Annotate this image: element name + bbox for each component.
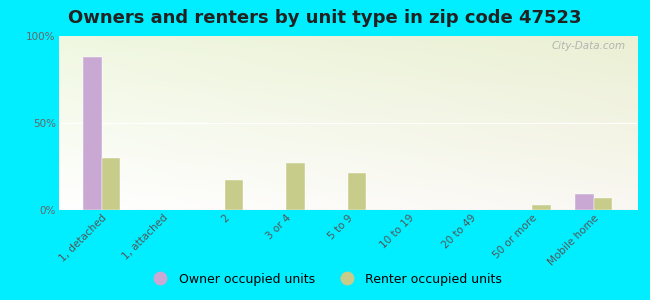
Text: Owners and renters by unit type in zip code 47523: Owners and renters by unit type in zip c… [68, 9, 582, 27]
Bar [83, 57, 101, 210]
Bar [348, 173, 366, 210]
Bar [101, 158, 120, 210]
Bar [225, 180, 243, 210]
Legend: Owner occupied units, Renter occupied units: Owner occupied units, Renter occupied un… [143, 268, 507, 291]
Bar [594, 198, 612, 210]
Text: City-Data.com: City-Data.com [551, 41, 625, 51]
Bar [286, 163, 305, 210]
Bar [575, 194, 594, 210]
Bar [532, 205, 551, 210]
